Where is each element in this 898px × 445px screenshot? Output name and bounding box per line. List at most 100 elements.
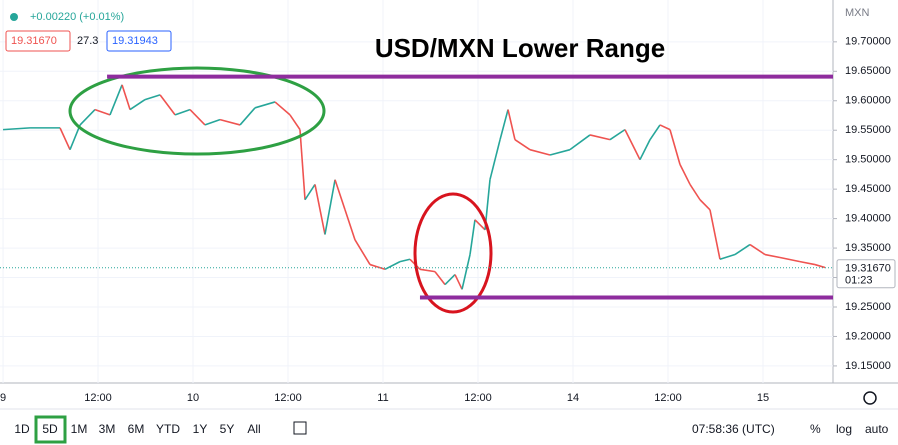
range-button[interactable]: 1D: [14, 422, 30, 436]
price-segment: [814, 263, 826, 269]
price-segment: [469, 219, 476, 255]
price-segment: [489, 139, 501, 180]
price-segment: [444, 274, 456, 286]
countdown-label: 01:23: [845, 275, 873, 287]
y-tick-label: 19.35000: [845, 242, 891, 254]
y-tick-label: 19.65000: [845, 65, 891, 77]
price-segment: [514, 138, 531, 151]
price-segment: [324, 179, 336, 235]
range-highlight: [34, 415, 67, 444]
price-segment: [69, 124, 81, 150]
price-segment: [609, 128, 626, 141]
price-segment: [549, 148, 571, 156]
price-segment: [129, 98, 146, 111]
range-button[interactable]: 3M: [99, 422, 116, 436]
price-segment: [624, 129, 641, 161]
price-segment: [454, 274, 463, 290]
price-segment: [689, 183, 701, 201]
y-tick-label: 19.70000: [845, 36, 891, 48]
range-button[interactable]: 1M: [71, 422, 88, 436]
price-segment: [461, 254, 471, 290]
sell-price[interactable]: 19.31670: [11, 35, 57, 47]
x-tick-label: 11: [377, 392, 388, 404]
price-segment: [779, 256, 801, 263]
price-segment: [274, 101, 291, 116]
y-tick-label: 19.60000: [845, 95, 891, 107]
price-segment: [669, 129, 681, 165]
price-segment: [354, 239, 371, 265]
price-segment: [529, 148, 551, 156]
price-segment: [419, 268, 436, 273]
x-tick-label: 10: [187, 392, 199, 404]
price-segment: [204, 118, 221, 126]
price-segment: [399, 258, 411, 263]
auto-toggle[interactable]: auto: [865, 422, 889, 436]
y-tick-label: 19.25000: [845, 301, 891, 313]
highlight-ellipse: [413, 192, 493, 314]
highlight-ellipse: [68, 66, 326, 156]
price-segment: [219, 118, 241, 126]
price-segment: [649, 124, 661, 141]
price-segment: [344, 209, 356, 241]
price-segment: [254, 101, 276, 109]
range-button[interactable]: YTD: [156, 422, 180, 436]
range-buttons: 1D 5D 1M 3M 6M YTD 1Y 5Y All: [14, 422, 260, 436]
price-segment: [174, 108, 191, 116]
y-tick-label: 19.45000: [845, 183, 891, 195]
x-tick-label: 12:00: [84, 392, 112, 404]
price-segment: [799, 260, 816, 266]
price-segment: [764, 253, 781, 259]
price-segment: [659, 124, 671, 131]
x-tick-label: 12:00: [274, 392, 302, 404]
price-segment: [699, 199, 711, 211]
price-segment: [709, 209, 721, 260]
percent-toggle[interactable]: %: [810, 422, 821, 436]
goto-icon[interactable]: [293, 421, 307, 435]
y-tick-label: 19.15000: [845, 360, 891, 372]
x-tick-label: 9: [0, 392, 6, 404]
price-segment: [94, 108, 111, 116]
buy-box[interactable]: [106, 30, 172, 52]
y-tick-label: 19.50000: [845, 154, 891, 166]
plot-area: [0, 0, 833, 383]
chart-title: USD/MXN Lower Range: [375, 33, 665, 63]
price-segment: [79, 109, 96, 126]
price-segment: [299, 129, 306, 200]
price-segment: [289, 114, 301, 131]
price-segment: [189, 109, 206, 126]
range-button[interactable]: 6M: [128, 422, 145, 436]
price-segment: [239, 107, 256, 126]
log-toggle[interactable]: log: [836, 422, 852, 436]
range-button[interactable]: 1Y: [193, 422, 208, 436]
price-segment: [2, 127, 31, 131]
last-price-box: [836, 259, 896, 289]
x-tick-label: 12:00: [464, 392, 492, 404]
currency-label[interactable]: MXN: [845, 7, 870, 19]
range-button[interactable]: All: [247, 422, 260, 436]
price-segment: [719, 253, 736, 261]
price-segment: [569, 134, 591, 151]
price-segment: [474, 219, 486, 231]
y-tick-label: 19.40000: [845, 213, 891, 225]
buy-price[interactable]: 19.31943: [112, 35, 158, 47]
price-segment: [749, 243, 766, 256]
price-segment: [304, 183, 316, 201]
price-segment: [369, 263, 386, 271]
price-segment: [434, 271, 446, 286]
price-segment: [679, 164, 691, 185]
price-segment: [159, 94, 176, 116]
range-button[interactable]: 5Y: [220, 422, 235, 436]
price-segment: [314, 184, 326, 235]
last-price-label: 19.31670: [845, 263, 891, 275]
y-tick-label: 19.55000: [845, 124, 891, 136]
clock: 07:58:36 (UTC): [692, 422, 775, 436]
sell-box[interactable]: [5, 30, 71, 52]
spread: 27.3: [77, 35, 98, 47]
change-label: +0.00220 (+0.01%): [30, 11, 124, 23]
range-button[interactable]: 5D: [42, 422, 58, 436]
price-segment: [507, 109, 516, 140]
settings-icon[interactable]: [863, 391, 877, 405]
x-tick-label: 15: [757, 392, 769, 404]
price-segment: [121, 84, 131, 110]
